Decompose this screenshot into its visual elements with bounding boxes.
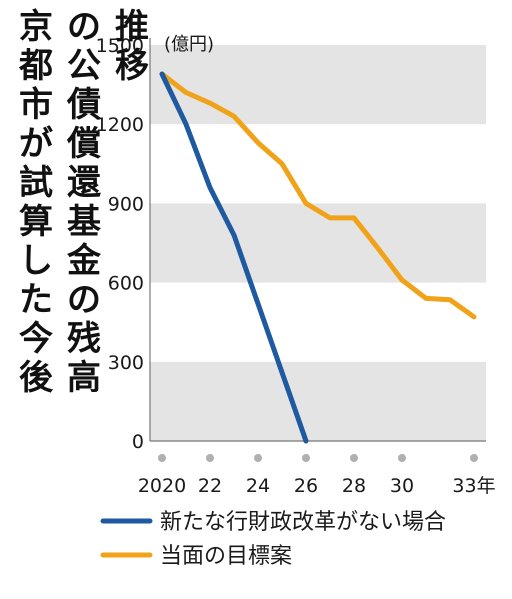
chart-title-char: 償	[66, 124, 101, 164]
x-tick-label: 26	[294, 475, 318, 497]
grid-band	[150, 203, 486, 283]
x-tick-dot	[350, 454, 358, 462]
x-tick-dot	[470, 454, 478, 462]
legend-label: 新たな行財政改革がない場合	[160, 510, 446, 535]
series-line-0	[159, 71, 309, 444]
chart-title-char: が	[19, 124, 53, 164]
x-tick-label: 30	[390, 475, 414, 497]
chart-title-char: 債	[66, 85, 101, 125]
x-tick-dot	[398, 454, 406, 462]
x-tick-label: 28	[342, 475, 366, 497]
y-tick-label: 300	[108, 352, 144, 374]
x-tick-label: 24	[246, 475, 270, 497]
x-tick-dot	[158, 454, 166, 462]
x-tick-label: 2020	[138, 475, 186, 497]
chart-title-char: 公	[67, 46, 101, 86]
chart-title-char: 都	[18, 46, 53, 86]
y-tick-label: 600	[108, 273, 144, 295]
chart-title-char: 高	[67, 358, 101, 398]
y-tick-label: 1200	[96, 114, 144, 136]
chart-title-char: し	[19, 241, 53, 281]
legend-label: 当面の目標案	[160, 544, 292, 569]
chart-title-char: 試	[19, 163, 53, 203]
x-tick-dot	[206, 454, 214, 462]
y-unit-label: (億円)	[164, 34, 214, 55]
chart-title-char: の	[67, 7, 101, 47]
chart-title-char: 推	[115, 7, 149, 47]
chart-title-char: 市	[19, 85, 53, 125]
chart-title-char: 京	[19, 7, 53, 47]
grid-band-top	[150, 38, 486, 45]
x-tick-label: 33年	[452, 475, 495, 497]
grid-band	[150, 45, 486, 125]
y-tick-label: 1500	[96, 35, 144, 57]
chart-title-char: の	[67, 280, 101, 320]
chart-title-char: 後	[19, 358, 54, 398]
chart-title-char: 金	[66, 241, 102, 281]
grid-band	[150, 361, 486, 441]
y-tick-label: 0	[132, 431, 144, 453]
chart-title-char: 今	[19, 319, 53, 359]
x-tick-label: 22	[198, 475, 222, 497]
series-line-1	[159, 71, 477, 320]
x-tick-dot	[302, 454, 310, 462]
chart-title-char: 残	[67, 319, 101, 359]
chart-title-char: た	[19, 280, 53, 320]
x-tick-dot	[254, 454, 262, 462]
y-tick-label: 900	[108, 193, 144, 215]
chart-title-char: 基	[67, 202, 101, 242]
chart-title-char: 算	[19, 202, 53, 242]
chart-title-char: 還	[67, 163, 101, 203]
chart-title-char: 移	[115, 46, 149, 86]
